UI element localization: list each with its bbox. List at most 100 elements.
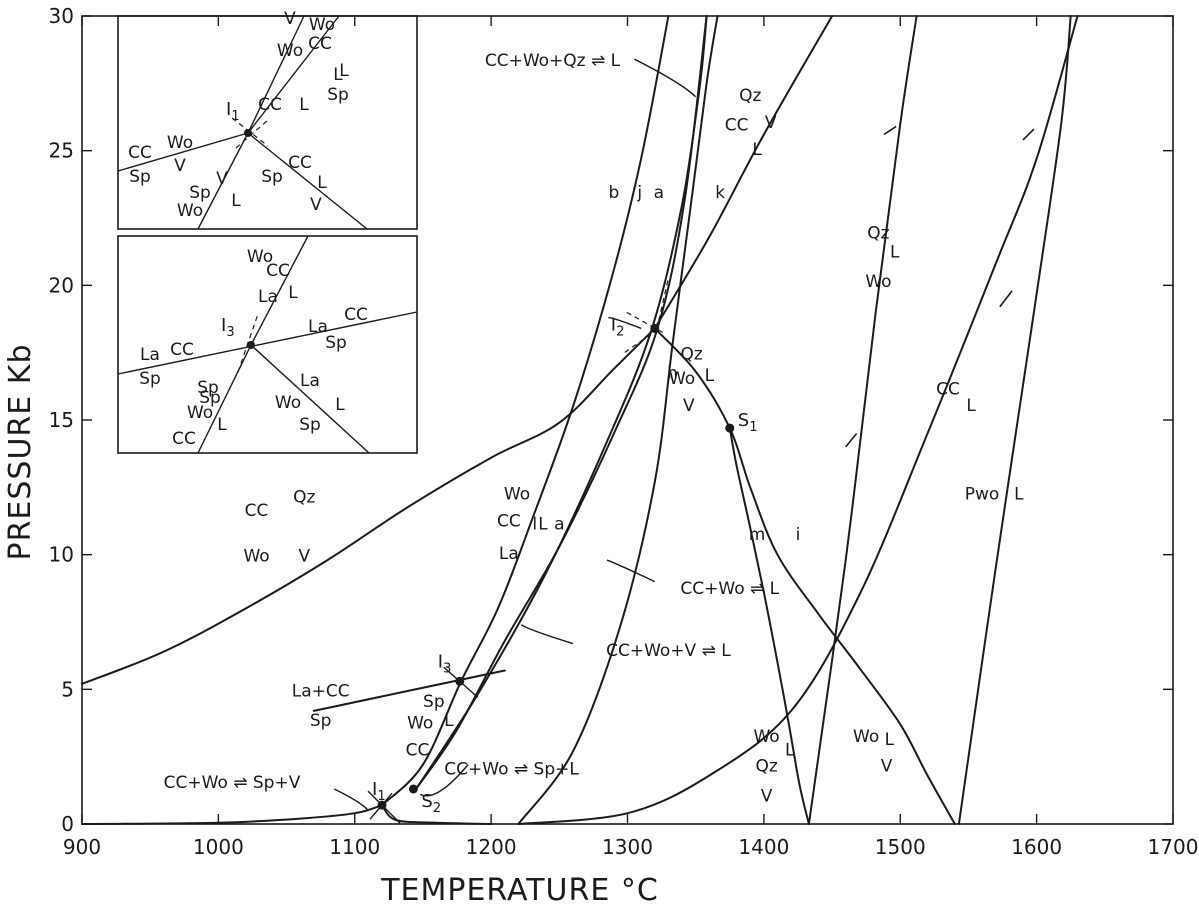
point-label-sub: 2 <box>616 324 624 339</box>
field-label-qz: Qz <box>755 757 777 777</box>
inset-field-label: L <box>299 95 309 115</box>
inset-field-label: CC <box>258 95 282 115</box>
field-label-wo: Wo <box>243 547 269 567</box>
y-tick-label: 0 <box>61 812 74 836</box>
inset-field-label: Wo <box>277 41 303 61</box>
x-tick-label: 1700 <box>1148 835 1199 859</box>
phase-boundary-pwo <box>957 15 1072 825</box>
y-tick-label: 30 <box>49 4 74 28</box>
inset-field-label: Wo <box>309 15 335 35</box>
inset-field-label: Sp <box>199 388 221 408</box>
field-label-cc: CC <box>406 741 430 761</box>
inset-field-label: V <box>174 156 186 176</box>
field-label-pwo: Pwo <box>965 485 1000 505</box>
inset-boundary <box>250 235 309 346</box>
field-label-l: L <box>444 711 454 731</box>
field-label-l: L <box>890 242 900 262</box>
inset-point-label-main: I <box>221 315 226 336</box>
field-label-v: V <box>298 547 310 567</box>
field-label-cc: CC <box>936 380 960 400</box>
point-label-main: I <box>372 779 377 800</box>
field-label-v: V <box>765 113 777 133</box>
boundary-tick <box>845 432 858 448</box>
leader-line <box>419 764 469 797</box>
field-label-cc: CC <box>245 501 269 521</box>
curve-label-l: l <box>532 514 537 534</box>
field-label-l: L <box>752 140 762 160</box>
inset-field-label: L <box>317 173 327 193</box>
phase-boundary-wide <box>517 15 1079 825</box>
x-axis-label: TEMPERATURE °C <box>380 873 659 908</box>
crossing-line <box>369 792 393 820</box>
inset-field-label: L <box>339 61 349 81</box>
leader-line <box>608 316 642 330</box>
inset-field-label: CC <box>170 340 194 360</box>
inset-field-label: CC <box>128 143 152 163</box>
field-label-qz: Qz <box>293 487 315 507</box>
y-tick-label: 20 <box>49 273 74 297</box>
inset-field-label: CC <box>308 34 332 54</box>
inset-field-label: Sp <box>299 415 321 435</box>
point-label-sub: 1 <box>749 420 757 435</box>
leader-line <box>606 559 656 583</box>
phase-boundary-spl <box>381 804 493 825</box>
phase-boundary-ccqz <box>81 327 656 685</box>
point-label-i1: I1 <box>372 779 386 804</box>
inset-boundary <box>197 344 252 454</box>
inset-field-label: Wo <box>187 403 213 423</box>
point-label-s1: S1 <box>738 410 758 435</box>
reaction-label-5: La+CC <box>292 681 350 701</box>
point-label-sub: 2 <box>433 801 441 816</box>
field-label-v: V <box>881 757 893 777</box>
point-label-main: S <box>738 410 749 431</box>
inset-point-label: I3 <box>221 315 235 340</box>
inset-field-label: Wo <box>275 393 301 413</box>
field-label-l: L <box>885 730 895 750</box>
inset-boundary <box>250 344 370 454</box>
inset-field-label: L <box>288 283 298 303</box>
field-label-l: L <box>538 514 548 534</box>
field-label-qz: Qz <box>867 223 889 243</box>
curve-label-a: a <box>554 514 564 534</box>
reaction-label-2: CC+Wo+V ⇌ L <box>606 641 731 661</box>
point-label-i3: I3 <box>438 651 452 676</box>
inset-field-label: L <box>231 191 241 211</box>
phase-boundary-a <box>517 15 719 825</box>
field-label-qz: Qz <box>680 345 702 365</box>
inset-field-label: La <box>300 371 320 391</box>
phase-boundary-laccsp <box>312 669 506 712</box>
leader-line <box>333 788 369 812</box>
phase-boundary-qzl <box>807 15 918 825</box>
inset-field-label: V <box>216 169 228 189</box>
x-tick-label: 1200 <box>466 835 517 859</box>
field-label-wo: Wo <box>407 714 433 734</box>
inset-field-label: CC <box>266 261 290 281</box>
inset-field-label: Sp <box>189 183 211 203</box>
invariant-point-i2 <box>650 323 660 333</box>
inset-field-label: V <box>310 195 322 215</box>
invariant-point-s1 <box>725 423 735 433</box>
field-label-wo: Wo <box>753 727 779 747</box>
inset-boundary <box>117 132 249 172</box>
phase-boundary-b <box>381 15 670 807</box>
inset-field-label: Wo <box>167 133 193 153</box>
y-axis-label: PRESSURE Kb <box>3 344 38 561</box>
leader-line <box>634 58 697 98</box>
phase-boundaries <box>81 15 1079 825</box>
inset-field-label: Wo <box>177 201 203 221</box>
reaction-label-3: CC+Wo ⇌ Sp+V <box>164 773 301 793</box>
invariant-point-s2 <box>408 784 418 794</box>
curve-label-i: i <box>796 525 801 545</box>
reaction-label-6: Sp <box>310 711 332 731</box>
inset-point-label-main: I <box>226 99 231 120</box>
inset-field-label: La <box>140 345 160 365</box>
y-tick-label: 5 <box>61 677 74 701</box>
phase-boundary-ccwospv <box>81 804 383 825</box>
field-label-la: La <box>499 544 519 564</box>
inset-field-label: CC <box>172 429 196 449</box>
x-tick-label: 1500 <box>875 835 926 859</box>
phase-boundary-m <box>728 427 810 825</box>
inset-field-label: Sp <box>129 167 151 187</box>
